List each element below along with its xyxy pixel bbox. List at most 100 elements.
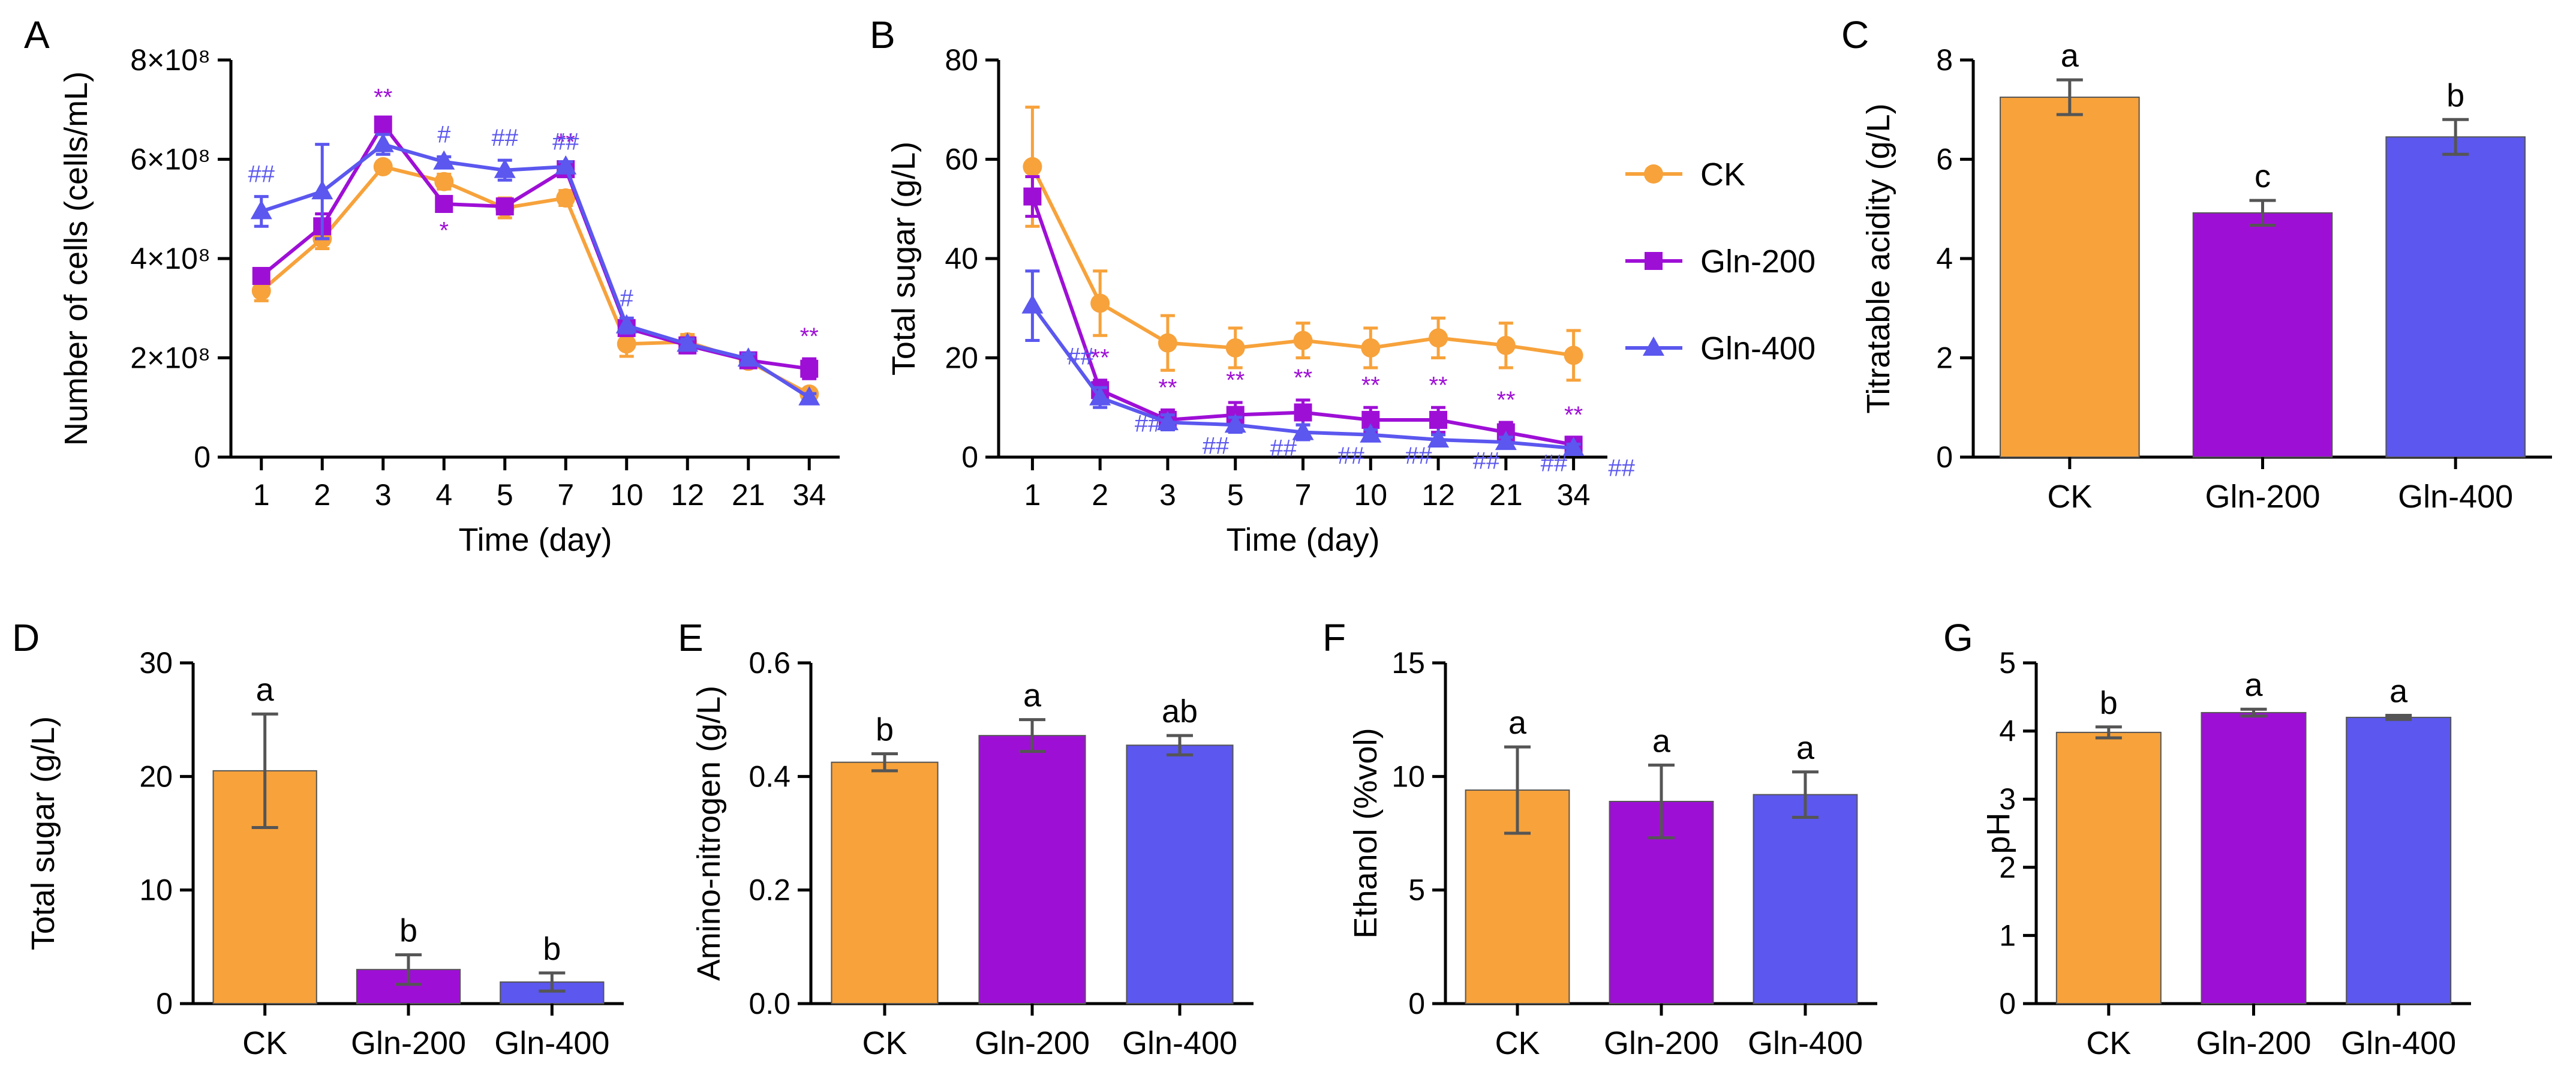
x-tick-label: 12 — [1421, 478, 1455, 512]
significance-letter: c — [2255, 158, 2271, 194]
series-ck — [251, 157, 819, 404]
significance-mark: ## — [248, 161, 275, 188]
x-tick-label: 2 — [314, 478, 330, 512]
data-point — [1089, 386, 1111, 406]
y-tick-label: 5 — [1408, 873, 1425, 907]
y-tick-label: 4×10⁸ — [130, 242, 211, 275]
data-point — [1090, 293, 1110, 313]
y-axis-label: Total sugar (g/L) — [25, 716, 61, 950]
y-tick-label: 0.4 — [749, 759, 790, 793]
series-gln-400: ### ## ### — [248, 121, 820, 406]
data-point — [252, 266, 270, 285]
series-ck — [1023, 106, 1583, 382]
x-tick-label: 10 — [610, 478, 644, 512]
legend-label: Gln-200 — [1700, 244, 1815, 280]
x-tick-label: CK — [242, 1025, 287, 1061]
significance-letter: b — [876, 711, 894, 747]
data-point — [1158, 333, 1177, 353]
y-tick-label: 5 — [1999, 646, 2016, 680]
data-point — [615, 314, 638, 334]
data-point — [1429, 328, 1448, 348]
data-point — [1292, 421, 1314, 440]
x-tick-label: Gln-200 — [1604, 1025, 1719, 1061]
legend-item-gln-200: Gln-200 — [1625, 244, 1815, 280]
significance-letter: a — [2061, 38, 2079, 74]
significance-mark: ## — [1541, 450, 1568, 476]
y-tick-label: 0 — [156, 987, 173, 1020]
legend-item-gln-400: Gln-400 — [1625, 331, 1815, 367]
legend-marker — [1643, 337, 1664, 356]
data-point — [1429, 410, 1448, 429]
y-axis-label: Titratable acidity (g/L) — [1860, 103, 1896, 413]
x-tick-label: 34 — [792, 478, 826, 512]
bar — [1753, 794, 1858, 1005]
data-point — [433, 150, 455, 170]
x-tick-label: 12 — [671, 478, 704, 512]
bar — [2346, 716, 2452, 1004]
y-tick-label: 0.2 — [749, 873, 790, 907]
data-point — [1361, 338, 1381, 358]
significance-mark: ## — [492, 125, 519, 151]
significance-mark: * — [439, 217, 449, 244]
significance-letter: b — [543, 931, 561, 967]
significance-mark: ** — [1496, 387, 1515, 413]
data-point — [372, 133, 394, 152]
significance-mark: ## — [1473, 448, 1500, 474]
data-point — [250, 200, 272, 220]
data-point — [311, 180, 333, 200]
panel-letter: F — [1322, 616, 1346, 659]
legend-marker — [1645, 252, 1663, 270]
x-tick-label: 1 — [1024, 478, 1041, 512]
x-tick-label: Gln-400 — [2341, 1025, 2456, 1061]
y-axis-label: Amino-nitrogen (g/L) — [691, 686, 727, 981]
significance-letter: a — [256, 672, 275, 708]
significance-mark: # — [437, 121, 451, 148]
y-tick-label: 0 — [1408, 987, 1425, 1020]
x-tick-label: CK — [862, 1025, 907, 1061]
series-line — [260, 121, 810, 371]
y-tick-label: 8 — [1936, 43, 1953, 77]
significance-mark: ## — [1337, 443, 1364, 469]
significance-mark: ** — [800, 323, 819, 350]
data-point — [251, 281, 271, 301]
x-tick-label: Gln-200 — [351, 1025, 466, 1061]
y-tick-label: 10 — [1391, 759, 1425, 793]
bar — [2201, 711, 2307, 1004]
y-tick-label: 0 — [961, 440, 978, 474]
data-point — [435, 194, 453, 213]
significance-letter: a — [1796, 730, 1815, 766]
y-tick-label: 60 — [945, 143, 978, 176]
y-axis-label: pH — [1980, 812, 2016, 854]
y-tick-label: 6×10⁸ — [130, 143, 211, 176]
panel-letter: A — [24, 13, 50, 56]
data-point — [1562, 437, 1585, 457]
significance-letter: a — [2244, 667, 2263, 703]
significance-mark: ** — [1361, 372, 1380, 398]
x-tick-label: 3 — [375, 478, 392, 512]
x-tick-label: 4 — [435, 478, 452, 512]
bar — [2000, 97, 2140, 458]
panel-d: D 0 10 20 30 Total sugar (g/L) a CK b Gln-200 b Gln… — [12, 616, 624, 1061]
significance-mark: ** — [1564, 402, 1583, 428]
data-point — [1293, 331, 1313, 350]
data-point — [434, 172, 454, 191]
significance-mark: ** — [1226, 367, 1245, 394]
y-tick-label: 0 — [1999, 987, 2016, 1020]
legend: CK Gln-200 Gln-400 — [1625, 157, 1815, 367]
x-tick-label: Gln-200 — [975, 1025, 1090, 1061]
data-point — [373, 157, 393, 176]
y-tick-label: 0 — [194, 440, 211, 474]
data-point — [1023, 157, 1042, 176]
y-tick-label: 2×10⁸ — [130, 341, 211, 375]
panel-letter: G — [1943, 616, 1973, 659]
data-point — [1021, 294, 1044, 314]
x-tick-label: Gln-400 — [494, 1025, 609, 1061]
significance-mark: ## — [1135, 410, 1162, 437]
x-tick-label: 5 — [1227, 478, 1244, 512]
significance-mark: ## — [1203, 433, 1230, 459]
legend-marker — [1644, 164, 1663, 184]
y-tick-label: 30 — [139, 646, 173, 680]
significance-letter: a — [2389, 673, 2408, 709]
panel-letter: E — [678, 616, 704, 659]
data-point — [617, 334, 636, 354]
